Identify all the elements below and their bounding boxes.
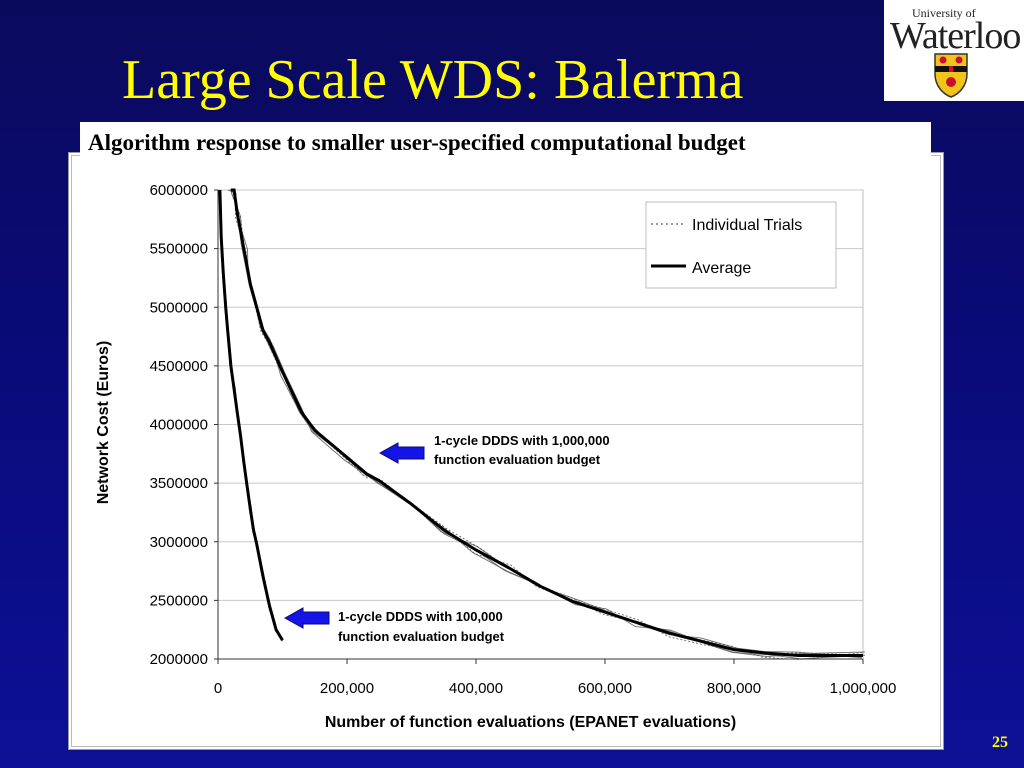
average-line xyxy=(230,188,863,657)
x-axis-title: Number of function evaluations (EPANET e… xyxy=(325,714,736,731)
university-logo: University of Waterloo xyxy=(884,0,1024,101)
y-tick-label: 2000000 xyxy=(150,651,208,668)
chart-caption: Algorithm response to smaller user-speci… xyxy=(88,130,746,155)
arrow-icon xyxy=(378,442,425,464)
arrow-icon xyxy=(283,607,330,629)
x-tick-label: 800,000 xyxy=(707,680,761,697)
trial-line xyxy=(218,190,283,639)
chart-caption-box: Algorithm response to smaller user-speci… xyxy=(80,122,931,158)
x-tick-label: 600,000 xyxy=(578,680,632,697)
x-tick-label: 1,000,000 xyxy=(830,680,897,697)
legend-box xyxy=(645,201,837,289)
annotation-1m-line1: 1-cycle DDDS with 1,000,000 xyxy=(434,433,610,448)
legend-label-average: Average xyxy=(692,260,751,277)
legend-label-trials: Individual Trials xyxy=(692,217,802,234)
slide-title: Large Scale WDS: Balerma xyxy=(122,49,744,111)
annotation-1m-line2: function evaluation budget xyxy=(434,452,601,467)
y-tick-label: 5500000 xyxy=(150,241,208,258)
trial-line xyxy=(219,189,283,641)
y-tick-label: 4500000 xyxy=(150,358,208,375)
page-number: 25 xyxy=(992,734,1008,751)
y-axis-title: Network Cost (Euros) xyxy=(95,341,112,505)
y-tick-label: 2500000 xyxy=(150,592,208,609)
annotation-100k-line2: function evaluation budget xyxy=(338,629,505,644)
average-line xyxy=(218,189,284,641)
y-tick-label: 3500000 xyxy=(150,475,208,492)
logo-waterloo: Waterloo xyxy=(890,15,1021,57)
x-tick-label: 0 xyxy=(214,680,222,697)
trial-line xyxy=(219,189,283,641)
y-tick-label: 3000000 xyxy=(150,534,208,551)
y-tick-label: 4000000 xyxy=(150,417,208,434)
y-tick-label: 6000000 xyxy=(150,182,208,199)
y-tick-label: 5000000 xyxy=(150,299,208,316)
trial-line xyxy=(220,189,283,640)
logo-university-of: University of xyxy=(912,6,976,20)
x-tick-label: 200,000 xyxy=(320,680,374,697)
annotation-100k-line1: 1-cycle DDDS with 100,000 xyxy=(338,609,503,624)
crest-icon xyxy=(934,53,968,98)
trial-line xyxy=(218,189,283,642)
x-tick-label: 400,000 xyxy=(449,680,503,697)
